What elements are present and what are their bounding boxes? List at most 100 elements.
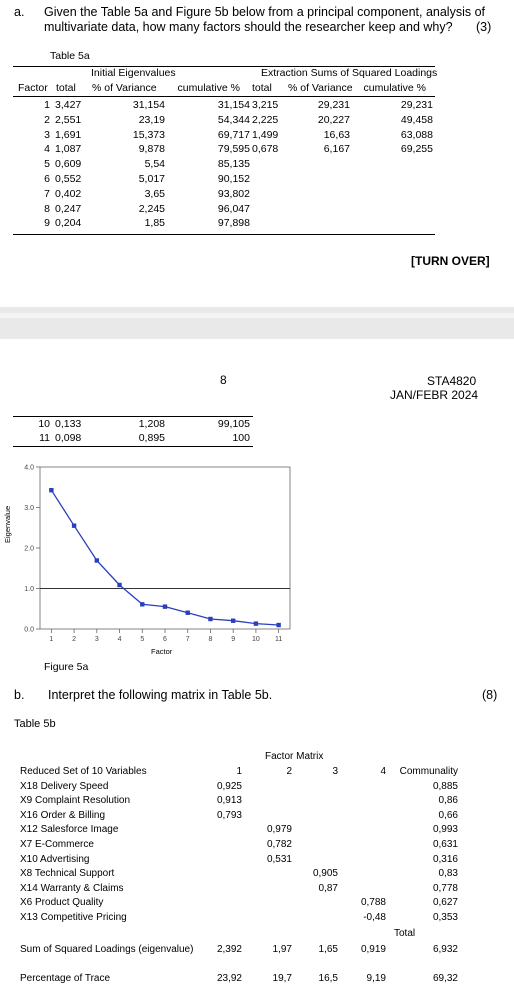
table-5b-trace-cell: 69,32	[432, 973, 458, 984]
x-tick-label: 10	[252, 636, 260, 643]
table-5a-cell: 97,898	[217, 217, 250, 230]
eigenvalue-point	[208, 616, 213, 622]
x-tick-label: 5	[140, 636, 144, 643]
table-5b-sum-label: Sum of Squared Loadings (eigenvalue)	[20, 944, 194, 955]
table-5b-cell: 0,913	[216, 795, 242, 807]
y-tick-label: 3.0	[24, 505, 34, 512]
table-5b-row-label: X6 Product Quality	[20, 897, 104, 909]
table-5a-group-extraction: Extraction Sums of Squared Loadings	[261, 67, 438, 79]
table-5a-cell: 31,154	[217, 99, 250, 111]
page-break-band	[0, 313, 514, 318]
table-5a-cell: 0,402	[55, 187, 82, 200]
table-5a-cell: 16,63	[323, 128, 350, 141]
table-5a-cell: 3,65	[144, 187, 165, 200]
table-5a-bottom-rule	[13, 234, 435, 235]
table-5b-trace-cell: 9,19	[366, 973, 386, 984]
x-tick-label: 1	[49, 636, 53, 643]
table-5b-trace-cell: 19,7	[272, 973, 292, 984]
table-5a-cell: 79,595	[217, 143, 250, 156]
table-5b-cell: 0,66	[438, 809, 458, 821]
table-5a-cell: 0,895	[138, 432, 165, 444]
table-5b-row-label: X7 E-Commerce	[20, 839, 94, 850]
table-5a-caption: Table 5a	[50, 50, 90, 62]
table-5b-factor-header: 1	[236, 766, 242, 777]
table-5b-row-label: X13 Competitive Pricing	[20, 912, 127, 923]
table-5a-cell: 11	[39, 432, 50, 444]
table-5a-cell: 1,691	[55, 128, 82, 141]
y-tick-label: 1.0	[24, 586, 34, 593]
table-5a-cell: 23,19	[138, 113, 165, 126]
table-5a-cell: 1	[44, 99, 50, 111]
table-5a-header-cell: cumulative %	[177, 82, 240, 94]
page-number: 8	[220, 373, 227, 387]
table-5b-trace-cell: 23,92	[216, 973, 242, 984]
table-5a-cell: 96,047	[217, 202, 250, 215]
eigenvalue-point	[276, 622, 281, 628]
turn-over: [TURN OVER]	[411, 254, 490, 268]
table-5b-factor-header: 2	[286, 766, 292, 777]
table-5a-cell: 0,098	[55, 432, 82, 444]
eigenvalue-point	[140, 602, 145, 607]
table-5a-cell: 4	[44, 143, 50, 156]
table-5a-cell: 99,105	[217, 418, 250, 430]
table-5a-cell: 49,458	[400, 113, 433, 126]
table-5b-cell: -0,48	[363, 912, 386, 923]
x-tick-label: 8	[209, 636, 213, 643]
table-5a-cell: 31,154	[132, 99, 165, 111]
eigenvalue-point	[253, 621, 259, 626]
table-5b-cell: 0,885	[432, 780, 458, 792]
table-5b-sum-cell: 1,97	[272, 944, 292, 955]
table-5a-cell: 54,344	[217, 113, 250, 126]
table-5b-cell: 0,627	[432, 897, 458, 909]
table-5b-trace-cell: 16,5	[318, 973, 338, 984]
y-tick-label: 2.0	[24, 546, 34, 553]
eigenvalue-point	[49, 488, 54, 493]
table-5b-cell: 0,793	[216, 809, 242, 821]
table-5a-cell: 10	[38, 418, 50, 430]
table-5a-cell: 7	[44, 187, 50, 200]
question-a-line1: Given the Table 5a and Figure 5b below f…	[44, 5, 485, 19]
scree-series	[49, 488, 281, 628]
course-code: STA4820	[427, 374, 477, 388]
table-5a-cell: 2,551	[55, 113, 82, 126]
question-a-letter: a.	[14, 5, 25, 19]
table-5a-cell: 2,225	[252, 113, 279, 126]
x-tick-label: 4	[118, 636, 122, 643]
table-5b-row-label: X18 Delivery Speed	[20, 780, 109, 792]
table-5a-cell: 29,231	[317, 99, 350, 111]
table-5a-cell: 1,208	[138, 418, 165, 430]
table-5a-cont-bottom-rule	[13, 446, 253, 447]
table-5b-cell: 0,993	[432, 824, 458, 836]
table-5a-cell: 3	[44, 128, 50, 141]
table-5b-cell: 0,631	[432, 839, 458, 850]
x-tick-label: 6	[163, 636, 167, 643]
table-5a-cell: 1,087	[55, 143, 82, 156]
x-axis-label: Factor	[151, 647, 173, 656]
table-5a-header-cell: total	[56, 82, 76, 94]
x-tick-label: 11	[275, 636, 282, 643]
table-5a-top-rule	[13, 66, 435, 67]
table-5a-cell: 20,227	[317, 113, 350, 126]
table-5b-row-label: X9 Complaint Resolution	[20, 795, 131, 807]
question-a-line2: multivariate data, how many factors shou…	[44, 20, 453, 34]
table-5b-header-label: Reduced Set of 10 Variables	[20, 766, 147, 777]
table-5a-cell: 0,552	[55, 173, 82, 185]
table-5a-cell: 69,255	[400, 143, 433, 156]
x-tick-label: 3	[95, 636, 99, 643]
table-5b-cell: 0,83	[438, 868, 458, 880]
eigenvalue-point	[230, 618, 236, 623]
y-tick-label: 0.0	[24, 627, 34, 634]
table-5b-title: Factor Matrix	[265, 751, 324, 762]
table-5a-header-cell: % of Variance	[92, 82, 157, 94]
figure-5a-caption: Figure 5a	[44, 661, 89, 673]
table-5b-row-label: X14 Warranty & Claims	[20, 882, 124, 894]
table-5a-header-rule	[13, 96, 435, 97]
table-5a-cell: 9,878	[138, 143, 165, 156]
table-5b-sum-cell: 6,932	[432, 944, 458, 955]
question-b-text: Interpret the following matrix in Table …	[48, 688, 273, 702]
table-5a-cell: 0,609	[55, 158, 82, 171]
table-5b-sum-cell: 2,392	[216, 944, 242, 955]
table-5a-cell: 2	[44, 113, 50, 126]
table-5b-row-label: X10 Advertising	[20, 853, 90, 865]
table-5b-row-label: X16 Order & Billing	[20, 809, 106, 821]
